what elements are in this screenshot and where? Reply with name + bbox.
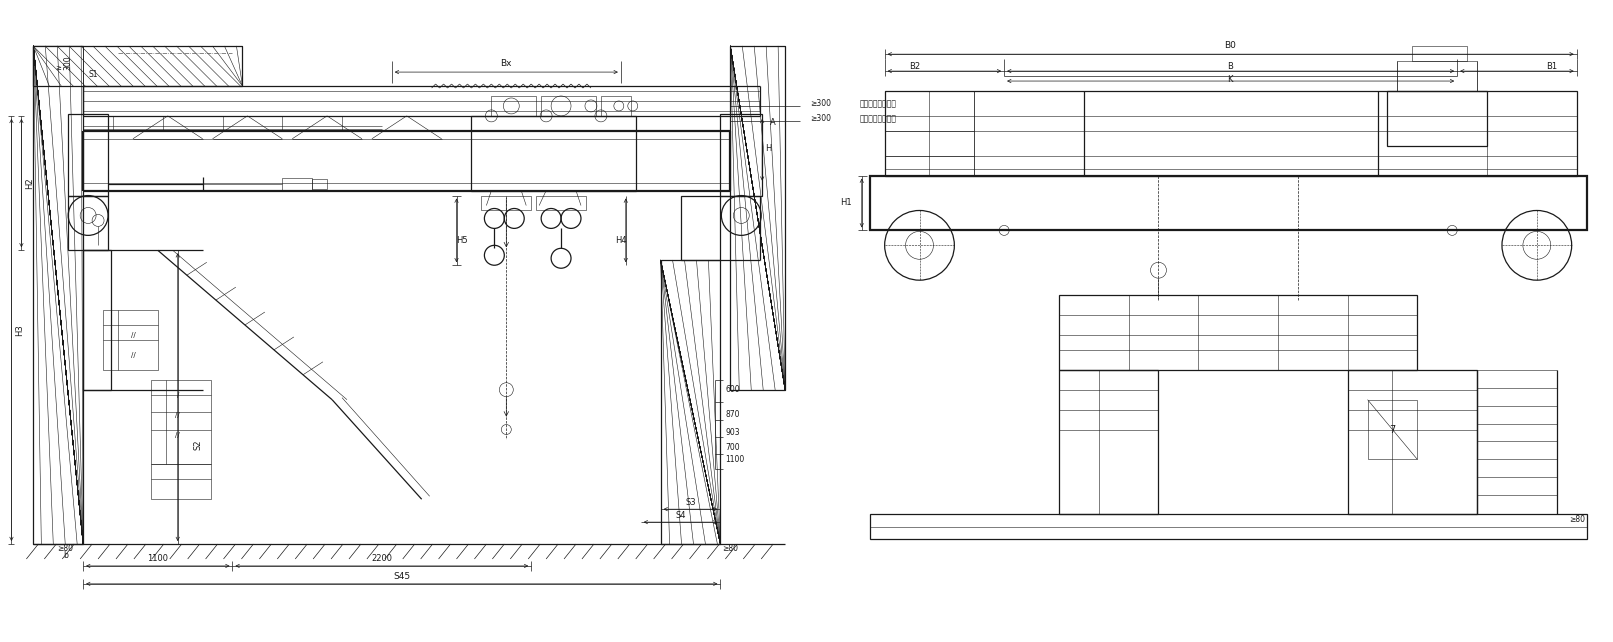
Bar [68,114,108,196]
Bar [1413,46,1468,61]
Text: 2200: 2200 [371,555,392,564]
Text: ≥300: ≥300 [810,114,831,123]
Bar [1058,370,1158,514]
Text: B0: B0 [1224,40,1236,49]
Bar [34,46,242,86]
Bar [34,46,242,86]
Bar [103,310,158,370]
Text: B1: B1 [1547,62,1557,71]
Text: B2: B2 [910,62,919,71]
Text: 1100: 1100 [147,555,168,564]
Text: A: A [769,118,776,127]
Bar [152,464,211,499]
Text: //: // [131,352,135,358]
Bar [282,178,313,189]
Bar [681,196,721,260]
Bar [721,114,763,196]
Bar [84,250,111,390]
Bar [869,514,1587,539]
Bar [152,380,211,464]
Text: ≥80: ≥80 [1569,515,1584,524]
Text: H5: H5 [456,236,468,245]
Text: H2: H2 [24,177,34,189]
Text: 700: 700 [726,443,740,452]
Text: ≥80: ≥80 [56,544,73,553]
Text: S1: S1 [89,69,98,78]
Text: 室外用小車最高點: 室外用小車最高點 [860,100,897,108]
Bar [68,196,108,250]
Text: 903: 903 [726,428,740,437]
Text: /: / [176,392,179,397]
Bar [731,46,786,390]
Text: 300: 300 [63,56,73,71]
Bar [313,178,327,189]
Bar [1387,91,1487,146]
Bar [1368,400,1418,460]
Text: b: b [63,551,68,560]
Bar [884,91,1576,176]
Bar [536,196,586,211]
Text: S2: S2 [194,439,202,449]
Text: ≥80: ≥80 [723,544,739,553]
Text: Bx: Bx [500,58,511,67]
Bar [869,176,1587,230]
Text: H1: H1 [840,198,852,207]
Bar [481,196,531,211]
Text: K: K [1227,74,1232,83]
Text: B: B [1227,62,1232,71]
Bar [884,91,974,176]
Text: 870: 870 [726,410,740,419]
Text: S3: S3 [686,498,695,507]
Text: H3: H3 [15,324,24,336]
Text: H4: H4 [615,236,626,245]
Bar [34,46,84,544]
Bar [540,96,595,116]
Bar [1397,61,1478,91]
Text: 1100: 1100 [726,455,745,464]
Text: //: // [176,412,181,417]
Text: ≥: ≥ [55,65,61,71]
Text: //: // [176,431,181,437]
Text: 600: 600 [726,385,740,394]
Bar [471,116,636,191]
Text: 室內用小車最高點: 室內用小車最高點 [860,114,897,123]
Text: S45: S45 [394,573,410,582]
Bar [602,96,631,116]
Text: H: H [765,144,771,153]
Text: 7: 7 [1389,424,1395,435]
Text: ≥300: ≥300 [810,100,831,108]
Text: S4: S4 [676,510,686,519]
Bar [661,260,721,544]
Bar [1347,370,1478,514]
Bar [492,96,536,116]
Text: //: // [131,332,135,338]
Bar [1058,295,1418,370]
